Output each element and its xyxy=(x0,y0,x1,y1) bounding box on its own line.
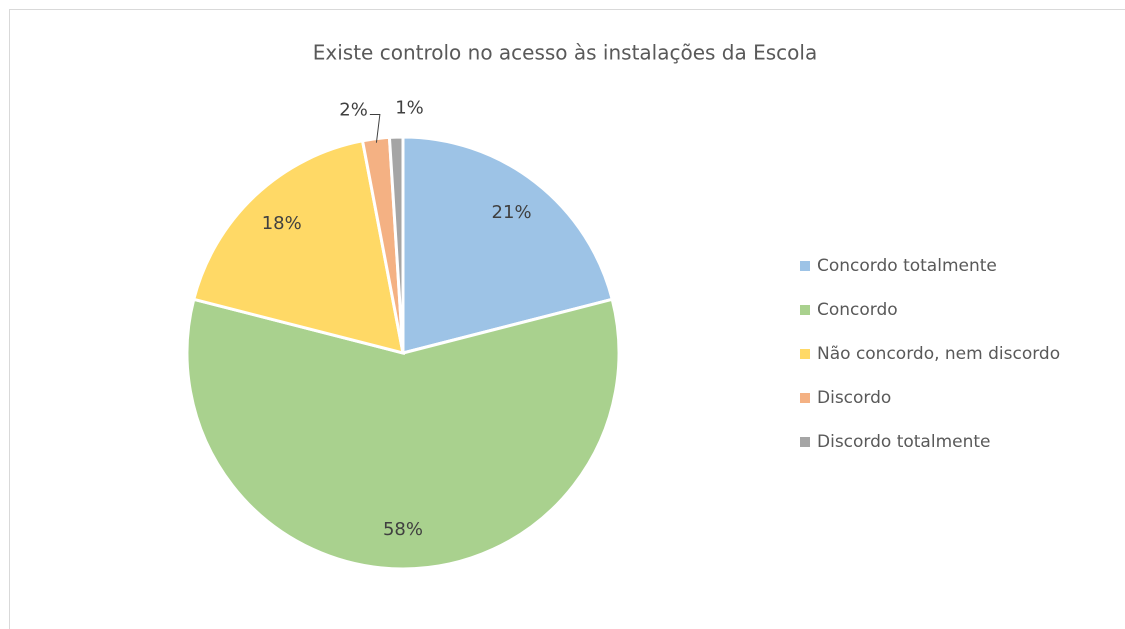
data-label: 2% xyxy=(339,100,368,121)
legend-label: Discordo totalmente xyxy=(817,432,991,452)
pie-slice xyxy=(185,297,621,571)
chart-title: Existe controlo no acesso às instalações… xyxy=(313,41,817,65)
pie-slice xyxy=(191,139,405,356)
legend-swatch xyxy=(800,393,810,403)
data-label: 21% xyxy=(492,202,532,223)
legend-label: Concordo xyxy=(817,300,898,320)
data-label: 58% xyxy=(383,519,423,540)
legend-label: Discordo xyxy=(817,388,891,408)
data-label: 18% xyxy=(262,213,302,234)
legend-swatch xyxy=(800,305,810,315)
pie-slice xyxy=(387,135,405,354)
legend-swatch xyxy=(800,349,810,359)
leader-line xyxy=(369,114,381,143)
legend-swatch xyxy=(800,261,810,271)
pie-slice xyxy=(401,135,615,355)
legend-label: Não concordo, nem discordo xyxy=(817,344,1060,364)
legend-swatch xyxy=(800,437,810,447)
legend-label: Concordo totalmente xyxy=(817,256,997,276)
data-label: 1% xyxy=(395,98,424,119)
